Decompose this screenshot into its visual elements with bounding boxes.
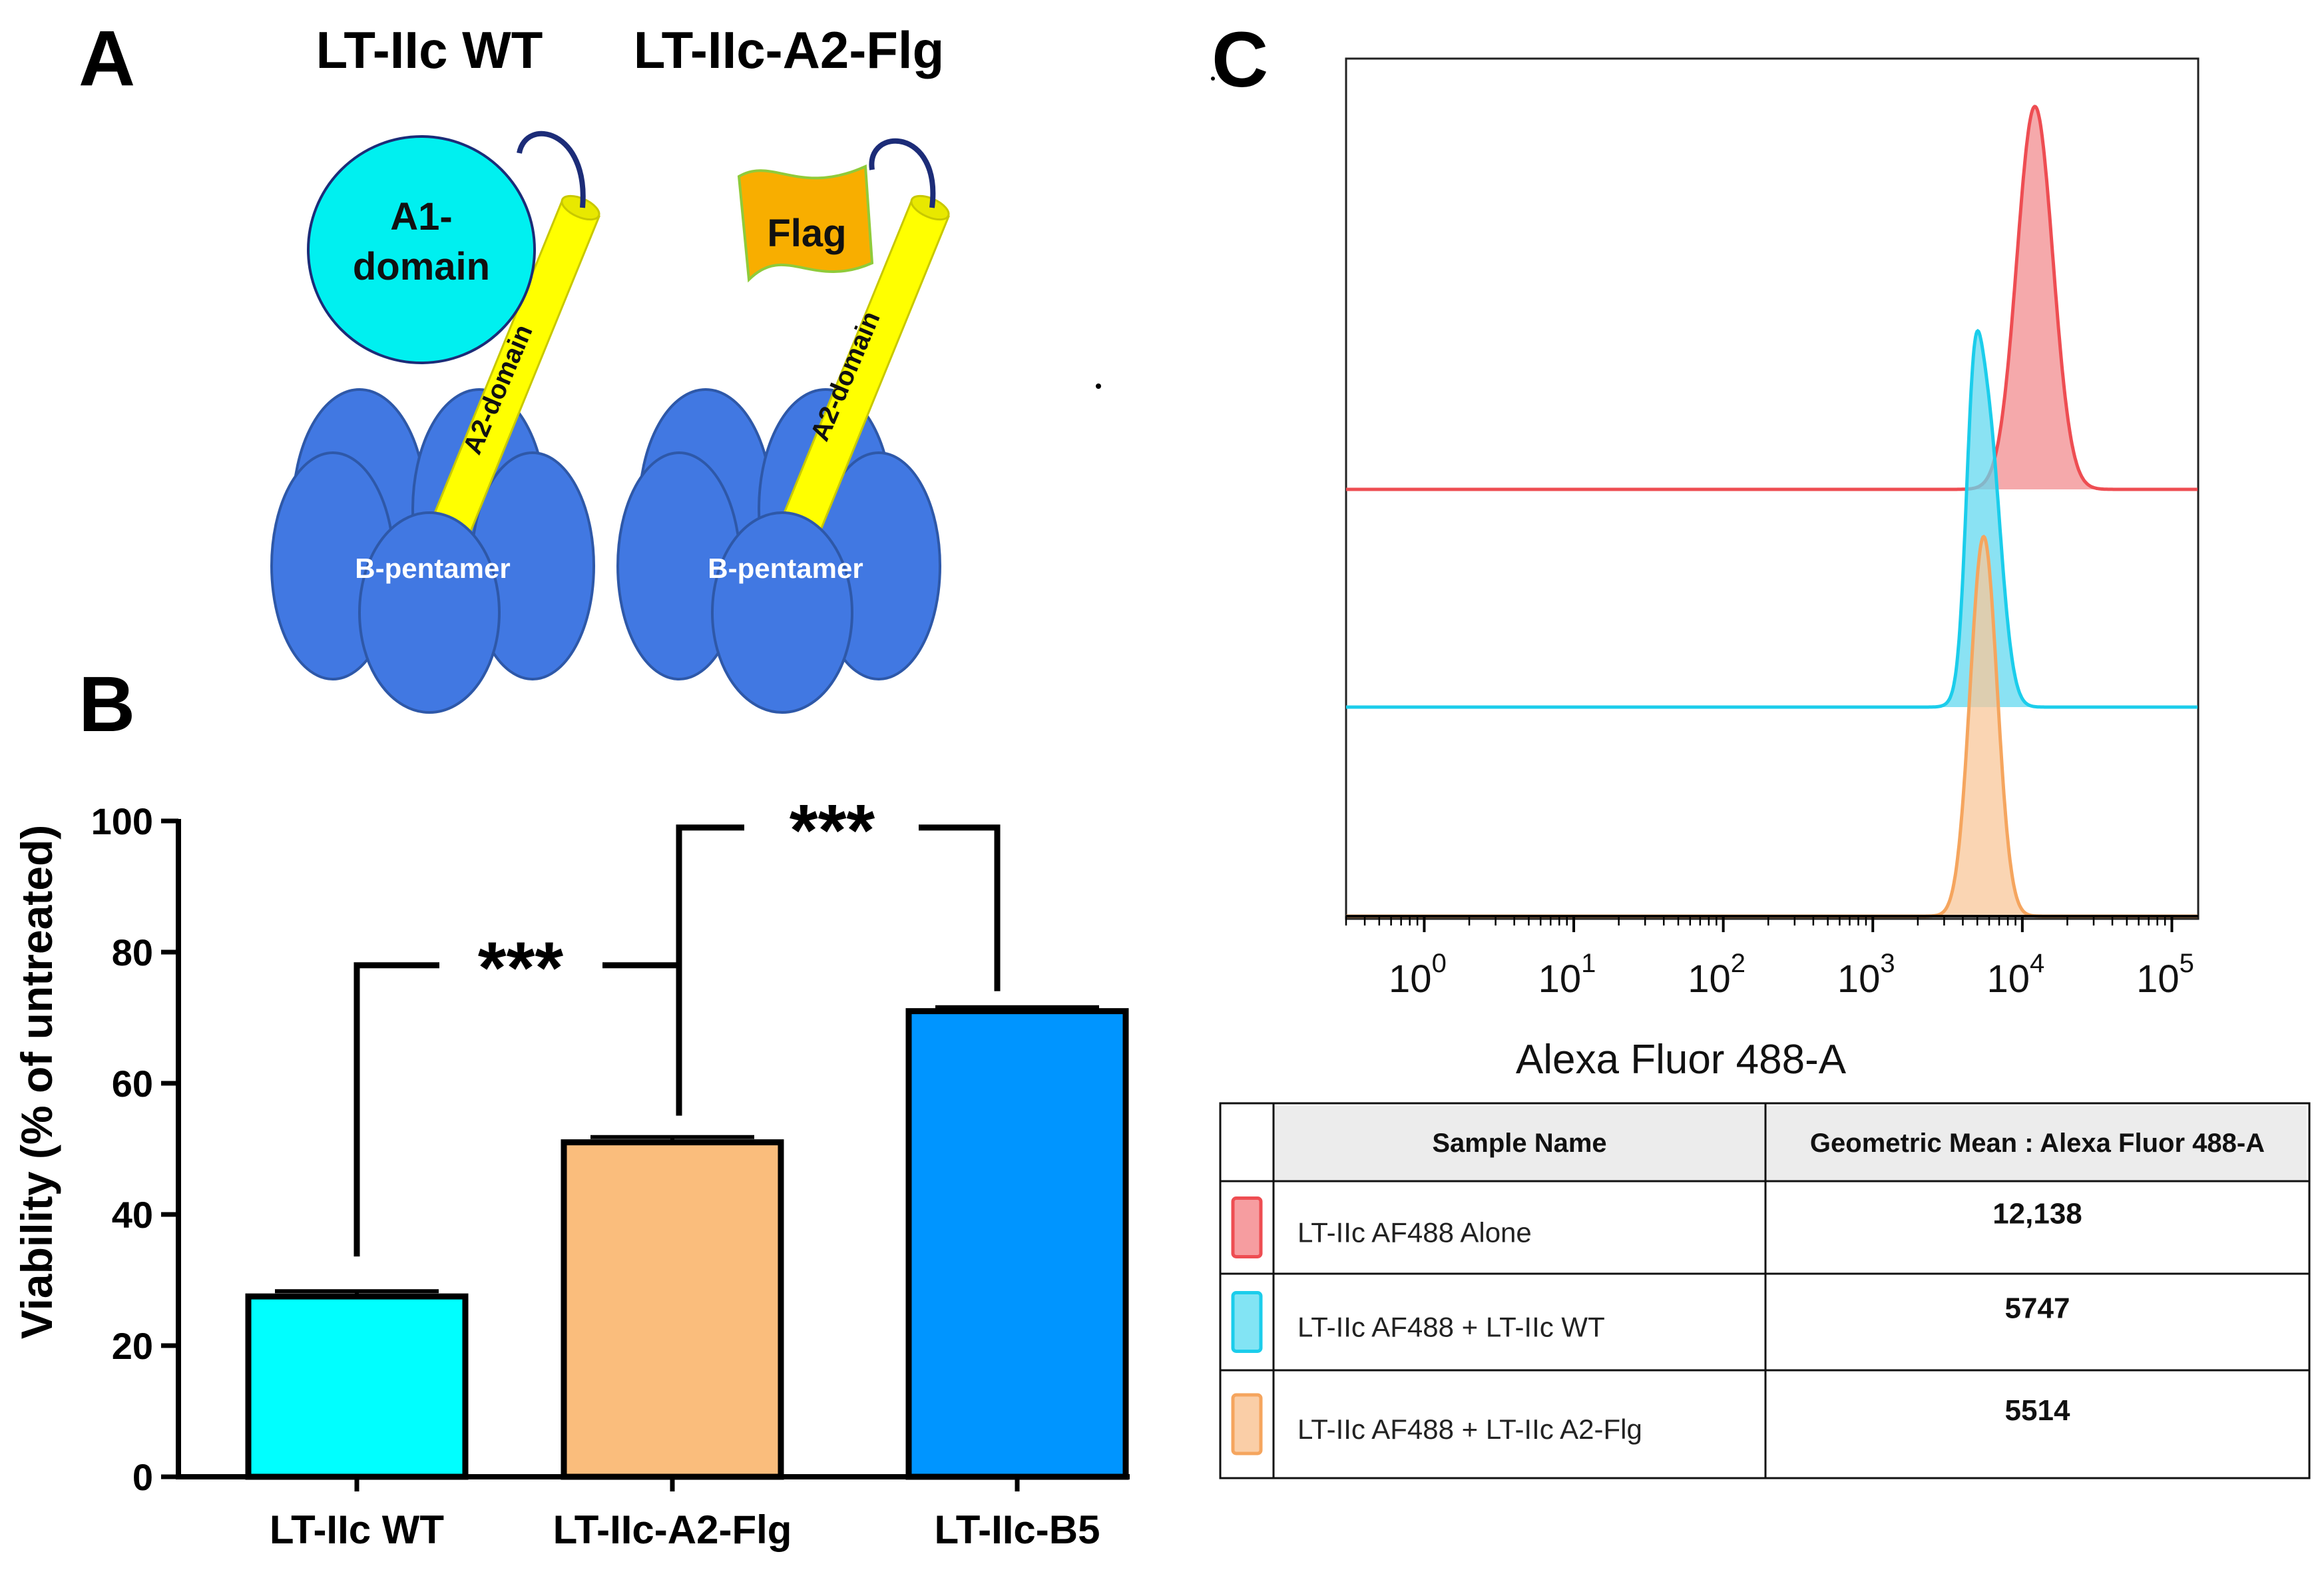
c-table-sample-name: LT-IIc AF488 + LT-IIc WT [1297,1312,1605,1343]
stray-dot [1211,77,1215,81]
c-table-swatch [1231,1196,1263,1258]
c-table-sample-name: LT-IIc AF488 Alone [1297,1217,1532,1248]
panel-c: C 100 101 102 103 104 105 Alexa Fluor 488-A S… [1096,16,2311,1479]
b-category-label: LT-IIc WT [270,1507,444,1552]
b-category-label: LT-IIc-A2-Flg [553,1507,792,1552]
diagram-flg-title: LT-IIc-A2-Flg [634,21,945,79]
c-table-header: Sample Name [1432,1129,1606,1158]
wt-linker [517,131,586,208]
b-sig-label-2: *** [790,790,875,872]
c-histogram-fill [1346,537,2198,916]
flg-b-subunit-front [711,511,853,714]
panel-b-letter: B [79,660,135,748]
wt-toxin-illustration: A2-domain B-pentamer A1- domain [270,131,600,714]
b-sig-bracket-2-left [676,824,744,1116]
b-axes: 0 20 40 60 80 100 [91,800,181,1498]
c-histogram-line [1346,105,2198,491]
c-histogram-line [1346,328,2198,709]
b-bars: LT-IIc WT LT-IIc-A2-Flg LT-IIc-B5 [176,1005,1130,1552]
c-table-value: 5514 [2005,1394,2070,1427]
c-x-tick-label: 102 [1688,949,1745,1001]
c-table-value: 5747 [2005,1292,2070,1325]
b-y-tick-label: 60 [112,1063,153,1105]
panel-a: A LT-IIc WT LT-IIc-A2-Flg A2-domain B-pe… [79,15,950,714]
c-xlabel: Alexa Fluor 488-A [1516,1037,1847,1083]
wt-a1-label-line1: A1- [390,195,452,238]
b-y-tick-label: 0 [132,1456,153,1498]
c-table-swatch [1231,1393,1263,1455]
wt-pentamer-label: B-pentamer [355,553,510,584]
b-bar [245,1293,469,1480]
flg-toxin-illustration: A2-domain B-pentamer Flag [616,138,950,714]
b-sig-bracket-2-right [919,824,1001,991]
c-table-header-bg [1274,1106,2307,1181]
flag-tag [737,164,874,283]
wt-a1-label-line2: domain [353,245,490,288]
b-y-tick-label: 100 [91,800,153,842]
panel-b: B Viability (% of untreated) 0 20 40 60 80 10… [12,660,1130,1552]
diagram-wt-title: LT-IIc WT [316,21,543,79]
b-sig-bracket-1-left [353,962,439,1257]
b-y-tick-label: 20 [112,1325,153,1367]
stray-dot [1096,384,1101,389]
b-y-tick-label: 40 [112,1194,153,1236]
c-x-tick-label: 100 [1389,949,1447,1001]
panel-c-letter: C [1212,16,1268,104]
b-bar [561,1139,784,1480]
b-bar [905,1008,1129,1480]
c-table-header: Geometric Mean : Alexa Fluor 488-A [1810,1129,2265,1158]
b-category-label: LT-IIc-B5 [935,1507,1100,1552]
c-table-swatch [1231,1291,1263,1353]
wt-a1-domain [307,135,536,364]
c-table-value: 12,138 [1992,1198,2082,1230]
c-histogram-fill [1346,107,2198,489]
b-y-tick-label: 80 [112,931,153,973]
c-x-tick-label: 101 [1538,949,1596,1001]
panel-a-letter: A [79,15,135,103]
wt-b-subunit-front [358,511,501,714]
c-x-tick-label: 105 [2136,949,2194,1001]
flg-linker [869,138,936,208]
c-stats-table: Sample Name Geometric Mean : Alexa Fluor … [1219,1102,2311,1479]
c-x-tick-label: 103 [1837,949,1895,1001]
b-ylabel: Viability (% of untreated) [12,825,61,1340]
c-x-tick-label: 104 [1986,949,2044,1001]
flg-pentamer-label: B-pentamer [708,553,863,584]
flag-label: Flag [767,212,846,255]
b-significance: *** *** [353,790,1001,1257]
b-sig-label-1: *** [478,927,564,1009]
c-table-sample-name: LT-IIc AF488 + LT-IIc A2-Flg [1297,1414,1642,1445]
c-x-axis: 100 101 102 103 104 105 [1345,915,2198,1001]
